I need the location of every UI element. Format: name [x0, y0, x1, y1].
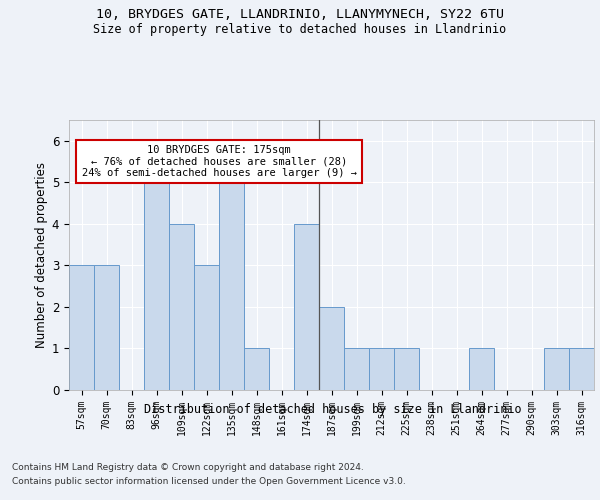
Bar [94, 266, 119, 390]
Bar [244, 348, 269, 390]
Bar [294, 224, 319, 390]
Text: Distribution of detached houses by size in Llandrinio: Distribution of detached houses by size … [144, 402, 522, 415]
Bar [469, 348, 494, 390]
Bar [344, 348, 369, 390]
Bar [144, 182, 169, 390]
Bar [169, 224, 194, 390]
Text: Contains public sector information licensed under the Open Government Licence v3: Contains public sector information licen… [12, 478, 406, 486]
Text: Size of property relative to detached houses in Llandrinio: Size of property relative to detached ho… [94, 22, 506, 36]
Bar [69, 266, 94, 390]
Bar [544, 348, 569, 390]
Bar [394, 348, 419, 390]
Text: 10 BRYDGES GATE: 175sqm
← 76% of detached houses are smaller (28)
24% of semi-de: 10 BRYDGES GATE: 175sqm ← 76% of detache… [82, 145, 356, 178]
Bar [369, 348, 394, 390]
Text: 10, BRYDGES GATE, LLANDRINIO, LLANYMYNECH, SY22 6TU: 10, BRYDGES GATE, LLANDRINIO, LLANYMYNEC… [96, 8, 504, 20]
Y-axis label: Number of detached properties: Number of detached properties [35, 162, 47, 348]
Bar [194, 266, 219, 390]
Bar [219, 182, 244, 390]
Text: Contains HM Land Registry data © Crown copyright and database right 2024.: Contains HM Land Registry data © Crown c… [12, 462, 364, 471]
Bar [319, 307, 344, 390]
Bar [569, 348, 594, 390]
